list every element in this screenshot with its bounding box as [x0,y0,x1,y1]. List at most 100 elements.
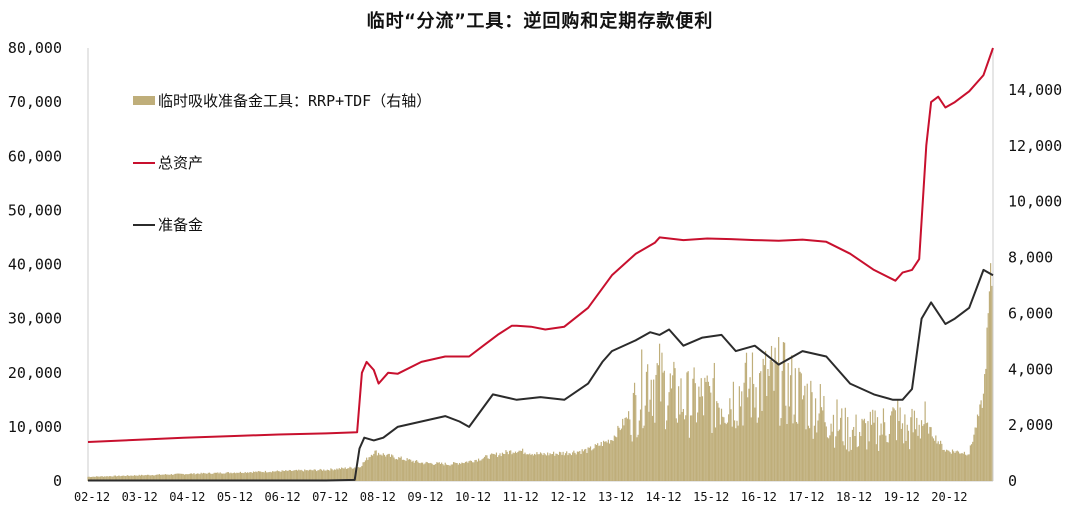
x-tick-label: 14-12 [646,490,682,504]
bar-mark [601,446,604,481]
bar-mark [854,436,856,481]
bar-mark [173,474,175,481]
bar-mark [623,425,625,481]
bar-mark [766,396,768,481]
bar-mark [101,476,103,481]
bar-mark [954,452,956,481]
bar-mark [120,475,122,481]
bar-mark [418,462,420,481]
bar-mark [772,362,774,481]
bar-mark [950,453,952,481]
bar-mark [229,473,231,481]
bar-mark [189,473,192,481]
bar-mark [955,451,957,481]
bar-mark [489,454,492,481]
bar-mark [929,426,931,481]
bar-mark [861,418,863,481]
bar-mark [296,470,299,481]
bar-mark [213,472,215,481]
bar-mark [682,408,684,481]
bar-mark [417,461,419,481]
bar-mark [923,424,925,481]
bar-mark [205,473,207,481]
bar-mark [115,476,118,481]
bar-mark [792,423,794,481]
bar-mark [914,429,917,481]
bar-mark [723,417,725,481]
bar-mark [697,412,699,481]
bar-mark [666,420,668,481]
bar-mark [533,453,536,481]
bar-mark [98,476,100,481]
bar-mark [171,474,174,481]
bar-mark [165,474,168,481]
bar-mark [705,381,707,481]
bar-mark [154,475,156,481]
bar-mark [851,429,854,481]
bar-mark [364,460,367,481]
bar-mark [99,476,101,481]
bar-mark [826,437,829,481]
bar-mark [943,449,945,481]
bar-mark [321,470,324,481]
bar-mark [847,417,849,481]
bar-mark [488,458,490,481]
x-tick-label: 20-12 [931,490,967,504]
bar-mark [600,441,602,481]
bar-mark [956,450,958,481]
bar-mark [202,472,205,481]
bar-mark [450,464,452,481]
line-series-group [87,47,994,482]
bar-mark [951,449,954,481]
bar-mark [814,398,817,481]
bar-mark [164,474,167,481]
bar-mark [442,464,444,481]
bar-mark [642,428,644,481]
bar-mark [391,454,393,481]
bar-mark [681,411,683,481]
bar-mark [674,368,676,481]
bar-mark [694,383,696,481]
bar-mark [530,454,532,481]
bar-mark [695,422,698,481]
bar-mark [190,473,193,481]
right-tick-label: 0 [1008,472,1017,490]
bar-mark [855,414,857,481]
bar-mark [812,438,814,481]
bar-mark [778,337,780,481]
bar-mark [487,458,489,481]
bar-mark [373,453,375,481]
bar-mark [985,368,987,481]
bar-mark [545,455,548,481]
bar-mark [905,440,907,481]
bar-mark [937,441,939,481]
bar-mark [236,472,238,481]
bar-mark [113,475,115,481]
bar-mark [295,469,297,481]
bar-mark [881,434,883,481]
bar-mark [241,472,243,481]
bar-mark [254,472,256,481]
bar-mark [704,377,706,481]
bar-mark [506,451,508,481]
bar-mark [685,415,687,481]
bar-mark [493,454,495,481]
bar-mark [342,468,344,481]
bar-mark [592,449,594,481]
bar-mark [801,399,804,481]
bar-mark [462,463,464,481]
bar-mark [901,423,904,481]
bar-mark [280,471,282,481]
bar-mark [135,475,137,481]
bar-mark [672,375,674,481]
bar-mark [945,449,948,481]
bar-mark [111,476,113,481]
bar-mark [482,458,484,481]
bar-mark [106,476,108,481]
bar-mark [326,469,328,481]
bar-mark [972,441,974,481]
reserves-line [88,268,994,482]
bar-mark [669,373,671,481]
bar-mark [467,462,469,481]
bar-mark [729,398,731,481]
